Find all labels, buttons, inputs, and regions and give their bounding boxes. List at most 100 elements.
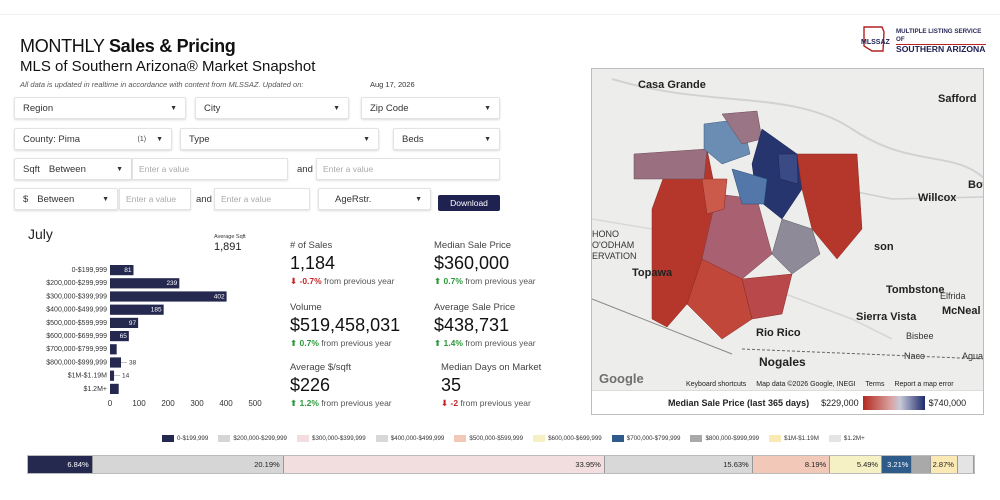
- bar: [110, 265, 134, 276]
- legend-label: $800,000-$999,999: [705, 435, 760, 442]
- legend-item: $400,000-$499,999: [375, 435, 445, 442]
- age-label: AgeRstr.: [335, 193, 372, 205]
- legend-label: $200,000-$299,999: [233, 435, 287, 442]
- arizona-logo-icon: MLSSAZ: [860, 24, 894, 56]
- map-place-rio-rico: Rio Rico: [756, 327, 801, 339]
- sqft-and-label: and: [297, 164, 313, 175]
- x-tick-label: 200: [161, 399, 175, 408]
- x-tick-label: 100: [132, 399, 146, 408]
- bar: [110, 331, 129, 342]
- kpi-value: $438,731: [434, 315, 510, 335]
- arrow-up-icon: ⬆: [434, 276, 442, 286]
- stacked-segment: 6.84%: [28, 456, 93, 473]
- month-label: July: [28, 226, 53, 242]
- kpi-label: Average $/sqft: [290, 362, 352, 373]
- map-place-casa-grande: Casa Grande: [638, 79, 706, 91]
- download-button[interactable]: Download: [438, 195, 500, 211]
- chevron-down-icon: ▼: [116, 165, 123, 173]
- bar-category-label: $600,000-$699,999: [46, 333, 107, 340]
- bar-value-label: 81: [124, 267, 132, 274]
- zip-dropdown[interactable]: Zip Code ▼: [361, 97, 500, 119]
- price-min-input[interactable]: Enter a value: [119, 188, 191, 210]
- map-place-willcox: Willcox: [918, 192, 957, 204]
- map-canvas[interactable]: [592, 69, 984, 391]
- report-map-error-link[interactable]: Report a map error: [894, 381, 954, 388]
- kpi-volume: Volume $519,458,031 ⬆ 0.7% from previous…: [290, 302, 400, 349]
- kpi-label: Average Sale Price: [434, 302, 516, 313]
- bar-category-label: $1.2M+: [83, 386, 107, 393]
- city-label: City: [204, 102, 221, 114]
- top-divider: [0, 14, 1000, 15]
- map-place-odham: O'ODHAM: [592, 240, 635, 250]
- chevron-down-icon: ▼: [363, 135, 370, 143]
- chevron-down-icon: ▼: [170, 104, 177, 112]
- bar-category-label: $300,000-$399,999: [46, 293, 107, 300]
- arrow-up-icon: ⬆: [290, 338, 298, 348]
- legend-swatch: [828, 435, 841, 442]
- avg-sqft-value: 1,891: [214, 241, 242, 253]
- stacked-segment: 3.21%: [882, 456, 913, 473]
- update-note: All data is updated in realtime in accor…: [20, 80, 304, 89]
- beds-dropdown[interactable]: Beds ▼: [393, 128, 500, 150]
- chevron-down-icon: ▼: [484, 104, 491, 112]
- beds-label: Beds: [402, 133, 424, 145]
- legend-item: $500,000-$599,999: [454, 435, 523, 442]
- bar: [110, 291, 227, 302]
- map-legend-min: $229,000: [821, 397, 859, 408]
- county-dropdown[interactable]: County: Pima (1) ▼: [14, 128, 172, 150]
- map-place-agua: Agua: [962, 351, 984, 361]
- kpi-avg-price: Average Sale Price $438,731 ⬆ 1.4% from …: [434, 302, 536, 349]
- chevron-down-icon: ▼: [333, 104, 340, 112]
- map-place-nogales: Nogales: [759, 355, 806, 369]
- keyboard-shortcuts-link[interactable]: Keyboard shortcuts: [686, 381, 747, 388]
- arrow-down-icon: ⬇: [290, 276, 298, 286]
- map-place-tombstone: Tombstone: [886, 284, 945, 296]
- legend-item: $200,000-$299,999: [218, 435, 287, 442]
- google-logo: Google: [599, 371, 644, 386]
- price-and-label: and: [196, 194, 212, 205]
- type-dropdown[interactable]: Type ▼: [180, 128, 379, 150]
- county-label: County: Pima: [23, 133, 81, 145]
- county-count: (1): [137, 135, 147, 143]
- kpi-label: Median Sale Price: [434, 240, 512, 251]
- legend-swatch: [690, 435, 703, 442]
- type-label: Type: [189, 133, 210, 145]
- kpi-change: ⬆ 1.4% from previous year: [434, 338, 536, 348]
- bar-category-label: $400,000-$499,999: [46, 307, 107, 314]
- map-place-bisbee: Bisbee: [906, 331, 934, 341]
- legend-label: $400,000-$499,999: [390, 435, 445, 442]
- price-mode-dropdown[interactable]: $ Between ▼: [14, 188, 118, 210]
- city-dropdown[interactable]: City ▼: [195, 97, 349, 119]
- legend-label: $300,000-$399,999: [312, 435, 366, 442]
- sqft-mode-value: Between: [48, 163, 86, 175]
- price-max-input[interactable]: Enter a value: [214, 188, 310, 210]
- stacked-bar-legend: 0-$199,999 $200,000-$299,999 $300,000-$399…: [162, 435, 875, 442]
- chevron-down-icon: ▼: [102, 195, 109, 203]
- legend-item: $300,000-$399,999: [297, 435, 366, 442]
- sqft-max-input[interactable]: Enter a value: [316, 158, 500, 180]
- bar-value-label: 239: [166, 280, 177, 287]
- legend-swatch: [454, 435, 467, 442]
- age-restriction-dropdown[interactable]: AgeRstr. ▼: [318, 188, 431, 210]
- kpi-label: # of Sales: [290, 240, 333, 251]
- bar: [110, 317, 139, 328]
- bar-value-label: 185: [151, 307, 162, 314]
- sqft-min-input[interactable]: Enter a value: [132, 158, 288, 180]
- region-dropdown[interactable]: Region ▼: [14, 97, 186, 119]
- map-data-credit: Map data ©2026 Google, INEGI: [756, 381, 856, 388]
- median-price-map[interactable]: Casa Grande Safford Willcox Bow Topawa T…: [591, 68, 984, 415]
- terms-link[interactable]: Terms: [865, 381, 885, 388]
- chevron-down-icon: ▼: [415, 195, 422, 203]
- kpi-value: 1,184: [290, 253, 336, 273]
- stacked-segment: 33.95%: [283, 456, 605, 473]
- updated-date: Aug 17, 2026: [370, 80, 415, 89]
- bar: [110, 278, 180, 289]
- logo-text: MULTIPLE LISTING SERVICE OF SOUTHERN ARI…: [896, 27, 986, 54]
- legend-swatch: [533, 435, 546, 442]
- sqft-mode-dropdown[interactable]: Sqft Between ▼: [14, 158, 132, 180]
- bar-value-label: 14: [122, 373, 130, 380]
- stacked-segment: 20.19%: [92, 456, 284, 473]
- map-legend-max: $740,000: [928, 397, 967, 408]
- bar-value-label: 402: [214, 293, 225, 300]
- map-place-naco: Naco: [904, 351, 926, 361]
